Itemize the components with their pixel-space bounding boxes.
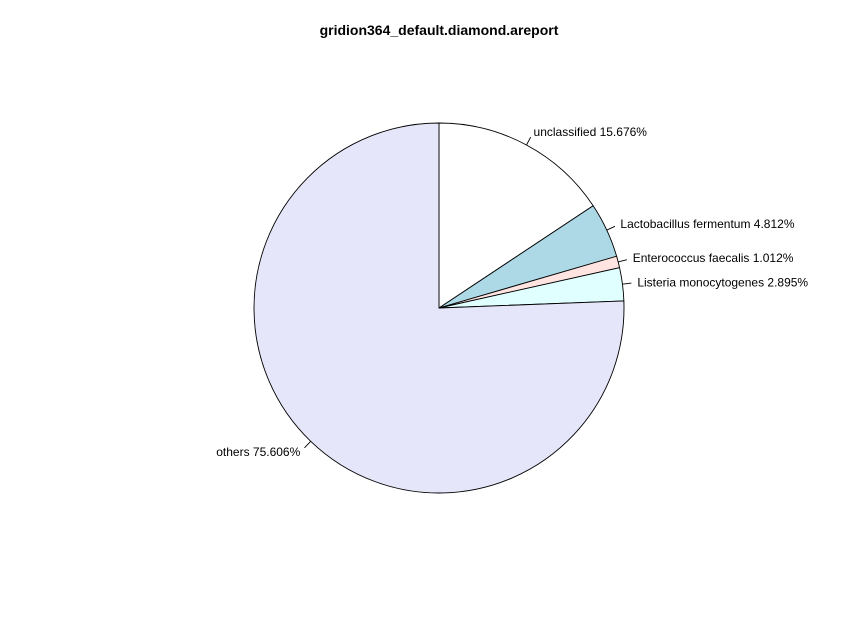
pie-labels: unclassified 15.676% Lactobacillus fermen… <box>216 125 808 459</box>
pie-label-4: others 75.606% <box>216 445 300 459</box>
chart-title: gridion364_default.diamond.areport <box>320 22 559 38</box>
pie-label-0: unclassified 15.676% <box>534 125 648 139</box>
pie-leader-3 <box>622 282 632 285</box>
pie-label-2: Enterococcus faecalis 1.012% <box>633 251 794 265</box>
pie-leader-2 <box>618 259 628 263</box>
pie-slice-4 <box>253 122 625 494</box>
pie-label-1: Lactobacillus fermentum 4.812% <box>620 217 794 231</box>
pie-slices <box>253 122 625 494</box>
pie-leader-1 <box>606 225 616 231</box>
pie-leader-lines <box>304 136 632 449</box>
pie-label-3: Listeria monocytogenes 2.895% <box>637 275 808 289</box>
pie-leader-0 <box>526 136 532 146</box>
pie-leader-4 <box>304 440 312 449</box>
pie-slice-0 <box>438 122 594 309</box>
